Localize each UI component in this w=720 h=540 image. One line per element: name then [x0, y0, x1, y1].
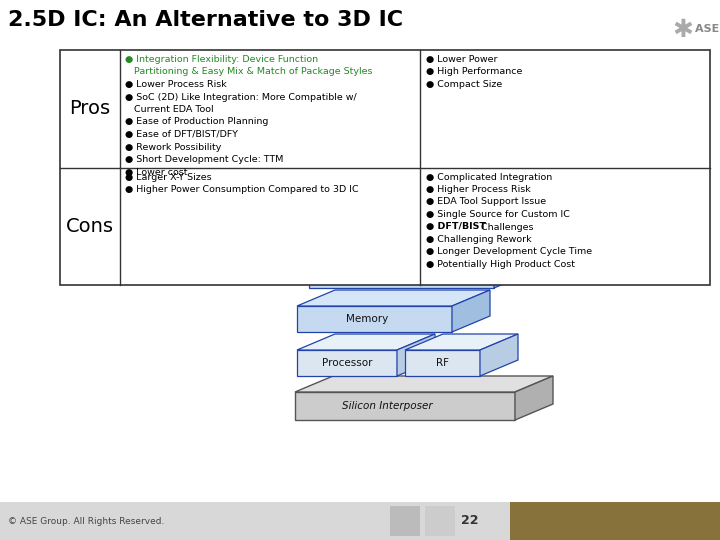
Text: Challenges: Challenges [478, 222, 534, 232]
Text: RF: RF [436, 358, 449, 368]
Bar [0, 502, 720, 540]
Polygon shape [297, 334, 435, 350]
Text: ● Compact Size: ● Compact Size [426, 80, 503, 89]
Polygon shape [297, 306, 452, 332]
Text: Current EDA Tool: Current EDA Tool [125, 105, 214, 114]
Text: ● Longer Development Cycle Time: ● Longer Development Cycle Time [426, 247, 592, 256]
Text: 2.5D IC: An Alternative to 3D IC: 2.5D IC: An Alternative to 3D IC [8, 10, 403, 30]
Polygon shape [494, 248, 532, 288]
Polygon shape [309, 264, 494, 288]
Text: ● Ease of DFT/BIST/DFY: ● Ease of DFT/BIST/DFY [125, 130, 238, 139]
Text: ● Rework Possibility: ● Rework Possibility [125, 143, 221, 152]
Polygon shape [297, 350, 397, 376]
Text: ASE GROUP: ASE GROUP [695, 24, 720, 34]
Text: Cons: Cons [66, 217, 114, 236]
Text: Pros: Pros [69, 99, 111, 118]
Text: ● DFT/BIST: ● DFT/BIST [426, 222, 486, 232]
Text: ● Integration Flexibility: Device Function: ● Integration Flexibility: Device Functi… [125, 55, 318, 64]
Text: Memory: Memory [346, 314, 388, 324]
Text: ● Larger X-Y Sizes: ● Larger X-Y Sizes [125, 172, 212, 181]
Polygon shape [297, 290, 490, 306]
Bar [60, 50, 710, 285]
Polygon shape [397, 334, 435, 376]
Text: Partitioning & Easy Mix & Match of Package Styles: Partitioning & Easy Mix & Match of Packa… [125, 68, 372, 77]
Polygon shape [309, 248, 532, 264]
Text: ✱: ✱ [672, 18, 693, 42]
Text: ● Single Source for Custom IC: ● Single Source for Custom IC [426, 210, 570, 219]
Text: 22: 22 [462, 515, 479, 528]
Text: ● Ease of Production Planning: ● Ease of Production Planning [125, 118, 269, 126]
Text: ● High Performance: ● High Performance [426, 68, 523, 77]
Polygon shape [405, 350, 480, 376]
Text: Silicon Interposer: Silicon Interposer [342, 401, 433, 411]
Bar [425, 506, 455, 536]
Text: ● Higher Process Risk: ● Higher Process Risk [426, 185, 531, 194]
Text: ● Short Development Cycle: TTM: ● Short Development Cycle: TTM [125, 155, 284, 164]
Text: ● Challenging Rework: ● Challenging Rework [426, 235, 531, 244]
Text: ● Potentially High Product Cost: ● Potentially High Product Cost [426, 260, 575, 269]
Text: ● Lower cost: ● Lower cost [125, 167, 187, 177]
Polygon shape [515, 376, 553, 420]
Polygon shape [295, 392, 515, 420]
Text: © ASE Group. All Rights Reserved.: © ASE Group. All Rights Reserved. [8, 516, 164, 525]
Text: ● SoC (2D) Like Integration: More Compatible w/: ● SoC (2D) Like Integration: More Compat… [125, 92, 356, 102]
Text: ● EDA Tool Support Issue: ● EDA Tool Support Issue [426, 198, 546, 206]
Bar [390, 506, 420, 536]
Text: MEMS: MEMS [438, 253, 469, 263]
Text: ● Complicated Integration: ● Complicated Integration [426, 172, 552, 181]
Text: ● Lower Power: ● Lower Power [426, 55, 498, 64]
Text: ● Lower Process Risk: ● Lower Process Risk [125, 80, 227, 89]
Text: Processor: Processor [322, 358, 372, 368]
Polygon shape [480, 334, 518, 376]
Bar [510, 502, 720, 540]
Polygon shape [405, 334, 518, 350]
Text: ● Higher Power Consumption Compared to 3D IC: ● Higher Power Consumption Compared to 3… [125, 185, 359, 194]
Polygon shape [295, 376, 553, 392]
Polygon shape [452, 290, 490, 332]
